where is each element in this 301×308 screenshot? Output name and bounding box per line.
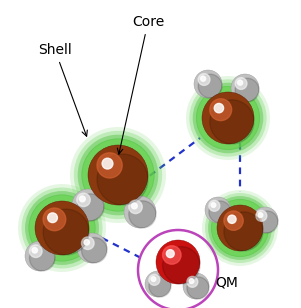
Circle shape <box>82 237 107 263</box>
Circle shape <box>88 145 148 205</box>
Circle shape <box>78 135 158 215</box>
Circle shape <box>84 240 89 245</box>
Circle shape <box>102 158 113 169</box>
Text: Core: Core <box>117 15 164 154</box>
Circle shape <box>224 211 243 230</box>
Circle shape <box>211 199 269 257</box>
Circle shape <box>252 207 278 233</box>
Circle shape <box>198 74 210 85</box>
Circle shape <box>29 245 42 257</box>
Circle shape <box>145 271 171 297</box>
Circle shape <box>210 100 254 144</box>
Circle shape <box>163 246 181 264</box>
Circle shape <box>25 191 99 265</box>
Circle shape <box>151 277 156 282</box>
Circle shape <box>97 153 122 178</box>
Circle shape <box>48 213 57 223</box>
Circle shape <box>97 154 148 205</box>
Circle shape <box>149 275 171 297</box>
Circle shape <box>202 92 254 144</box>
Circle shape <box>29 245 55 271</box>
Circle shape <box>256 210 267 221</box>
Circle shape <box>77 194 104 221</box>
Circle shape <box>25 241 55 271</box>
Circle shape <box>124 196 156 228</box>
Circle shape <box>211 203 216 207</box>
Circle shape <box>208 196 272 260</box>
Circle shape <box>35 201 89 255</box>
Circle shape <box>237 80 243 85</box>
Circle shape <box>82 237 94 249</box>
Circle shape <box>235 78 259 102</box>
Circle shape <box>197 87 259 149</box>
Circle shape <box>149 274 160 285</box>
Circle shape <box>72 189 104 221</box>
Circle shape <box>156 240 200 284</box>
Circle shape <box>77 193 90 207</box>
Circle shape <box>166 250 174 257</box>
Circle shape <box>29 195 95 261</box>
Circle shape <box>209 201 231 223</box>
Circle shape <box>189 79 267 157</box>
Circle shape <box>43 209 89 255</box>
Circle shape <box>214 103 224 113</box>
Circle shape <box>231 74 259 102</box>
Circle shape <box>217 205 263 251</box>
Circle shape <box>163 247 200 284</box>
Circle shape <box>235 78 247 89</box>
Text: QM: QM <box>215 276 238 290</box>
Circle shape <box>43 208 66 231</box>
Circle shape <box>183 273 209 299</box>
Circle shape <box>200 76 206 81</box>
Circle shape <box>18 184 106 272</box>
Circle shape <box>205 197 231 223</box>
Circle shape <box>32 248 37 253</box>
Circle shape <box>189 279 194 283</box>
Circle shape <box>224 212 263 251</box>
Circle shape <box>212 200 268 257</box>
Circle shape <box>210 99 232 121</box>
Circle shape <box>205 193 275 263</box>
Circle shape <box>129 200 142 214</box>
Circle shape <box>228 215 236 223</box>
Circle shape <box>129 201 156 228</box>
Circle shape <box>194 70 222 98</box>
Circle shape <box>74 131 162 219</box>
Circle shape <box>186 76 270 160</box>
Circle shape <box>187 277 209 299</box>
Circle shape <box>202 190 278 266</box>
Circle shape <box>196 86 260 150</box>
Circle shape <box>187 276 198 287</box>
Circle shape <box>82 139 154 212</box>
Circle shape <box>77 233 107 263</box>
Circle shape <box>198 74 222 98</box>
Circle shape <box>256 211 278 233</box>
Circle shape <box>258 213 263 217</box>
Circle shape <box>209 201 220 211</box>
Circle shape <box>70 127 166 223</box>
Circle shape <box>21 188 102 269</box>
Text: Shell: Shell <box>38 43 87 136</box>
Circle shape <box>193 83 263 153</box>
Circle shape <box>79 196 85 202</box>
Circle shape <box>82 139 154 211</box>
Circle shape <box>132 203 137 209</box>
Circle shape <box>29 195 95 261</box>
